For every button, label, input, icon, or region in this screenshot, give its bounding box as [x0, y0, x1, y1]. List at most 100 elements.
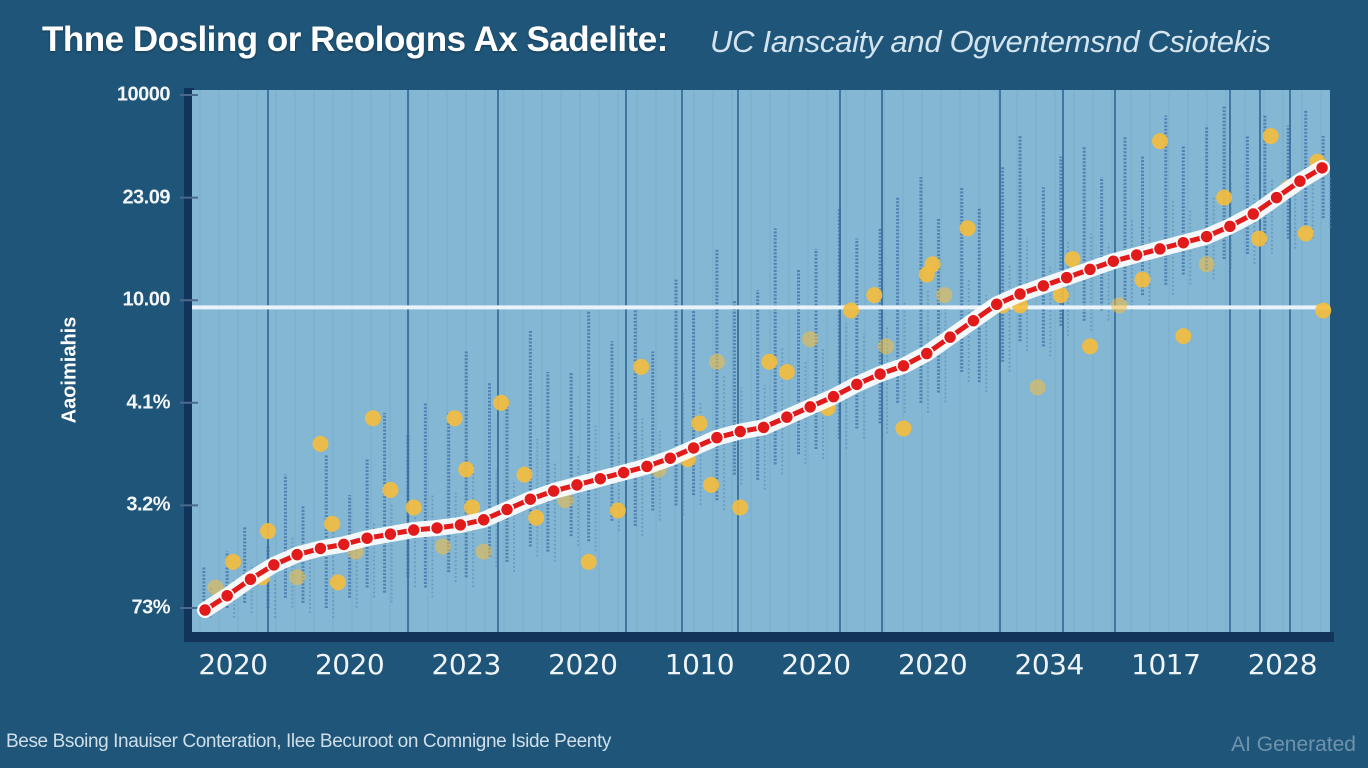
trend-point [313, 541, 328, 556]
scatter-point [1029, 379, 1046, 396]
trend-point [1012, 286, 1028, 302]
chart-subtitle: UC Ianscaity and Ogventemsnd Csiotekis [710, 24, 1271, 59]
scatter-point [1111, 297, 1128, 314]
scatter-point [877, 338, 894, 355]
trend-point [686, 440, 701, 456]
trend-point [1152, 241, 1168, 257]
scatter-point [842, 302, 859, 319]
x-axis-line [184, 632, 1334, 642]
scatter-point [1198, 256, 1215, 273]
trend-point [359, 530, 375, 546]
scatter-point [924, 256, 941, 273]
x-tick-label: 1017 [1131, 648, 1201, 681]
y-axis-line [184, 88, 194, 642]
trend-point [523, 491, 538, 507]
scatter-point [609, 502, 626, 519]
x-tick-label: 2020 [548, 648, 618, 681]
trend-point [429, 520, 445, 536]
chart-footnote: Bese Bsoing Inauiser Conteration, Ilee B… [6, 731, 611, 752]
trend-point [1314, 160, 1330, 176]
trend-point [826, 389, 841, 404]
trend-point [197, 602, 213, 618]
trend-point [732, 424, 748, 439]
trend-point [779, 409, 795, 425]
y-tick-label: 10.00 [122, 288, 170, 311]
scatter-point [434, 538, 451, 555]
y-tick-label: 4.1% [126, 391, 170, 414]
x-tick-label: 2020 [897, 648, 968, 681]
x-tick-label: 2034 [1014, 648, 1085, 681]
trend-point [289, 547, 305, 562]
trend-point [243, 572, 258, 587]
scatter-point [312, 435, 329, 452]
trend-point [336, 537, 352, 552]
y-tick-label: 73% [131, 596, 170, 619]
scatter-point [324, 515, 341, 532]
y-tick-label: 23.09 [122, 186, 170, 209]
trend-point [476, 512, 491, 528]
scatter-point [866, 287, 883, 304]
trend-point [546, 483, 561, 499]
scatter-point [959, 220, 976, 237]
trend-point [1036, 278, 1051, 294]
trend-point [849, 377, 865, 392]
scatter-point [475, 543, 492, 560]
trend-point [1059, 270, 1074, 285]
trend-point [616, 465, 631, 480]
scatter-point [225, 553, 241, 570]
scatter-point [633, 358, 650, 375]
scatter-point [1216, 189, 1233, 206]
y-tick-label: 3.2% [126, 493, 170, 516]
scatter-point [1052, 287, 1069, 304]
trend-point [1176, 235, 1191, 250]
scatter-point [493, 394, 510, 411]
scatter-point [1064, 251, 1081, 268]
scatter-point [708, 353, 725, 370]
chart-title: Thne Dosling or Reologns Ax Sadelite: [42, 20, 668, 59]
scatter-point [1134, 271, 1151, 288]
scatter-point [703, 476, 720, 493]
x-tick-label: 2028 [1247, 648, 1318, 681]
trend-point [1129, 247, 1144, 263]
trend-point [569, 477, 585, 493]
trend-point [639, 459, 655, 474]
trend-point [219, 588, 235, 603]
scatter-point [364, 410, 381, 427]
trend-point [919, 346, 935, 361]
scatter-point [259, 523, 276, 540]
trend-point [802, 399, 818, 415]
scatter-point [1297, 225, 1314, 242]
scatter-point [458, 461, 475, 478]
trend-point [709, 430, 725, 445]
trend-point [966, 313, 981, 328]
trend-point [896, 358, 911, 374]
trend-point [1222, 219, 1238, 234]
trend-point [989, 297, 1004, 312]
trend-point [1082, 262, 1098, 277]
ai-generated-watermark: AI Generated [1231, 733, 1356, 756]
y-tick-label: 10000 [116, 83, 171, 106]
trend-point [1106, 253, 1121, 269]
scatter-point [580, 553, 597, 570]
trend-point [453, 517, 468, 533]
trend-point [1199, 229, 1214, 244]
x-tick-label: 2020 [314, 648, 385, 681]
scatter-point [895, 420, 912, 437]
scatter-point [1251, 230, 1268, 247]
trend-point [942, 329, 958, 345]
scatter-point [329, 574, 346, 591]
scatter-point [1315, 302, 1332, 319]
trend-point [406, 522, 421, 538]
scatter-point [691, 415, 708, 432]
trend-point [872, 366, 888, 382]
scatter-point [382, 482, 399, 499]
scatter-point [732, 499, 749, 516]
x-tick-label: 2020 [781, 648, 851, 681]
scatter-point [1151, 133, 1168, 150]
scatter-point [516, 466, 533, 483]
scatter-point [778, 364, 795, 381]
x-tick-label: 2023 [431, 648, 502, 681]
trend-point [1246, 206, 1261, 222]
scatter-point [1175, 328, 1192, 345]
scatter-point [464, 499, 481, 516]
